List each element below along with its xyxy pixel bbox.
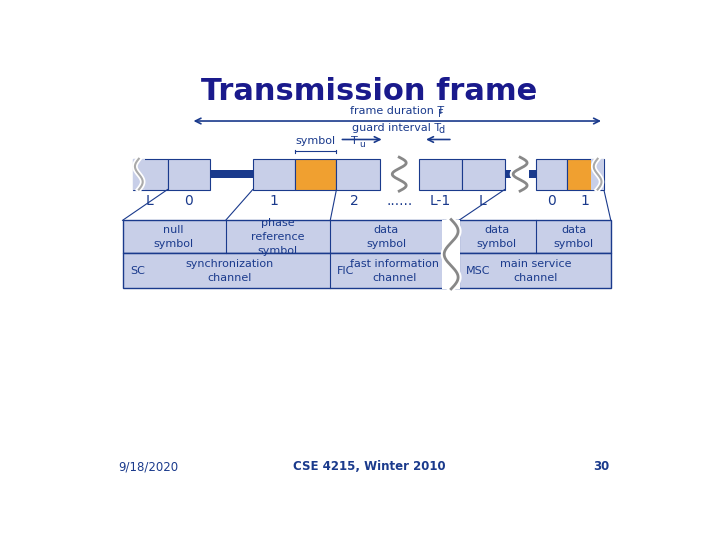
Bar xyxy=(253,159,295,190)
Bar xyxy=(567,159,604,190)
Text: MSC: MSC xyxy=(466,266,490,276)
Bar xyxy=(168,159,210,190)
Text: main service
channel: main service channel xyxy=(500,259,572,283)
Bar xyxy=(536,159,567,190)
Text: 30: 30 xyxy=(593,460,610,473)
Bar xyxy=(442,220,461,289)
Bar xyxy=(295,159,336,190)
Bar xyxy=(122,220,611,253)
Text: Transmission frame: Transmission frame xyxy=(201,77,537,106)
Bar xyxy=(132,159,145,190)
Bar xyxy=(462,159,505,190)
Bar xyxy=(122,253,611,288)
Text: d: d xyxy=(438,125,444,135)
Text: symbol: symbol xyxy=(296,137,336,146)
Bar xyxy=(336,159,380,190)
Text: L: L xyxy=(479,194,487,208)
Bar xyxy=(510,157,529,191)
Text: ......: ...... xyxy=(386,194,413,208)
Text: data
symbol: data symbol xyxy=(366,225,406,249)
Bar xyxy=(210,170,253,178)
Text: 0: 0 xyxy=(546,194,556,208)
Text: L: L xyxy=(145,194,153,208)
Text: CSE 4215, Winter 2010: CSE 4215, Winter 2010 xyxy=(293,460,445,473)
Text: synchronization
channel: synchronization channel xyxy=(185,259,274,283)
Text: fast information
channel: fast information channel xyxy=(350,259,439,283)
Bar xyxy=(390,157,408,191)
Text: u: u xyxy=(359,140,364,149)
Text: null
symbol: null symbol xyxy=(153,225,194,249)
Text: guard interval T: guard interval T xyxy=(352,123,441,132)
Text: data
symbol: data symbol xyxy=(554,225,594,249)
Text: T: T xyxy=(351,137,358,146)
Bar xyxy=(132,159,168,190)
Text: 1: 1 xyxy=(269,194,278,208)
Text: frame duration T: frame duration T xyxy=(350,106,444,117)
Text: L-1: L-1 xyxy=(430,194,451,208)
Text: SC: SC xyxy=(130,266,145,276)
Text: F: F xyxy=(438,109,444,119)
Text: data
symbol: data symbol xyxy=(477,225,517,249)
Bar xyxy=(418,159,462,190)
Text: phase
reference
symbol: phase reference symbol xyxy=(251,218,305,256)
Text: 9/18/2020: 9/18/2020 xyxy=(118,460,178,473)
Text: 1: 1 xyxy=(581,194,590,208)
Bar xyxy=(591,159,604,190)
Text: 2: 2 xyxy=(350,194,359,208)
Text: 0: 0 xyxy=(184,194,193,208)
Text: FIC: FIC xyxy=(336,266,354,276)
Bar xyxy=(505,170,536,178)
